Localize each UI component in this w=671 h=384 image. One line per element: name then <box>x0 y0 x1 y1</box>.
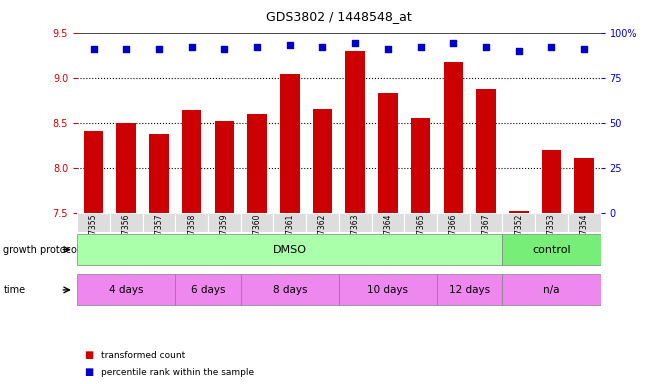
Bar <box>175 213 208 232</box>
Text: GSM447360: GSM447360 <box>252 214 262 260</box>
Bar <box>274 213 306 232</box>
Text: GSM447354: GSM447354 <box>580 214 588 260</box>
Point <box>88 46 99 52</box>
Text: growth protocol: growth protocol <box>3 245 80 255</box>
Text: GSM447358: GSM447358 <box>187 214 196 260</box>
Point <box>513 48 524 54</box>
Text: GSM447353: GSM447353 <box>547 214 556 260</box>
Text: GSM447357: GSM447357 <box>154 214 164 260</box>
Text: GSM447367: GSM447367 <box>482 214 491 260</box>
Text: GSM447362: GSM447362 <box>318 214 327 260</box>
Point <box>350 40 360 46</box>
Text: transformed count: transformed count <box>101 351 185 360</box>
Bar <box>77 234 503 265</box>
Text: 8 days: 8 days <box>272 285 307 295</box>
Text: time: time <box>3 285 25 295</box>
Bar <box>77 274 175 306</box>
Bar <box>503 274 601 306</box>
Bar <box>117 123 136 213</box>
Text: GSM447366: GSM447366 <box>449 214 458 260</box>
Point <box>317 44 328 50</box>
Point <box>546 44 557 50</box>
Point <box>219 46 229 52</box>
Text: n/a: n/a <box>544 285 560 295</box>
Text: GSM447355: GSM447355 <box>89 214 98 260</box>
Text: GSM447363: GSM447363 <box>351 214 360 260</box>
Bar <box>509 211 529 213</box>
Bar <box>77 213 110 232</box>
Text: DMSO: DMSO <box>273 245 307 255</box>
Bar <box>84 131 103 213</box>
Bar <box>444 63 463 213</box>
Point <box>121 46 132 52</box>
Text: GDS3802 / 1448548_at: GDS3802 / 1448548_at <box>266 10 412 23</box>
Text: percentile rank within the sample: percentile rank within the sample <box>101 368 254 377</box>
Bar <box>110 213 142 232</box>
Point <box>285 42 295 48</box>
Text: GSM447364: GSM447364 <box>383 214 393 260</box>
Text: 12 days: 12 days <box>449 285 491 295</box>
Point <box>415 44 426 50</box>
Bar <box>182 110 201 213</box>
Text: GSM447361: GSM447361 <box>285 214 295 260</box>
Bar <box>404 213 437 232</box>
Text: 10 days: 10 days <box>368 285 409 295</box>
Bar <box>541 150 561 213</box>
Text: 6 days: 6 days <box>191 285 225 295</box>
Bar <box>346 51 365 213</box>
Text: GSM447356: GSM447356 <box>121 214 131 260</box>
Point <box>579 46 590 52</box>
Bar <box>208 213 241 232</box>
Point <box>154 46 164 52</box>
Point <box>480 44 491 50</box>
Bar <box>241 274 339 306</box>
Text: control: control <box>532 245 571 255</box>
Text: GSM447365: GSM447365 <box>416 214 425 260</box>
Point <box>382 46 393 52</box>
Point <box>187 44 197 50</box>
Bar <box>372 213 404 232</box>
Bar <box>503 213 535 232</box>
Bar <box>411 118 430 213</box>
Bar <box>339 213 372 232</box>
Text: GSM447359: GSM447359 <box>220 214 229 260</box>
Text: ■: ■ <box>84 367 93 377</box>
Bar <box>215 121 234 213</box>
Bar <box>241 213 274 232</box>
Bar <box>149 134 169 213</box>
Bar <box>437 213 470 232</box>
Text: 4 days: 4 days <box>109 285 144 295</box>
Point <box>448 40 459 46</box>
Text: ■: ■ <box>84 350 93 360</box>
Bar <box>574 158 594 213</box>
Bar <box>568 213 601 232</box>
Bar <box>437 274 503 306</box>
Bar <box>339 274 437 306</box>
Bar <box>306 213 339 232</box>
Bar <box>378 93 398 213</box>
Bar <box>535 213 568 232</box>
Bar <box>470 213 503 232</box>
Bar <box>280 74 299 213</box>
Bar <box>503 234 601 265</box>
Bar <box>142 213 175 232</box>
Bar <box>248 114 267 213</box>
Bar <box>476 89 496 213</box>
Point <box>252 44 262 50</box>
Bar <box>175 274 241 306</box>
Text: GSM447352: GSM447352 <box>514 214 523 260</box>
Bar <box>313 109 332 213</box>
